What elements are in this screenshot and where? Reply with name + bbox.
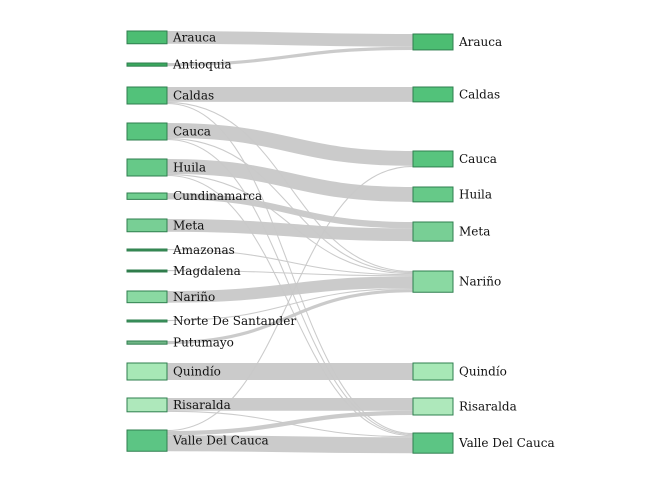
node-label-t-arauca: Arauca — [458, 35, 502, 49]
node-s-quindio[interactable] — [126, 362, 168, 381]
node-label-s-quindio: Quindío — [173, 365, 221, 379]
node-label-t-risaralda: Risaralda — [459, 400, 517, 414]
node-t-cauca[interactable] — [412, 150, 454, 168]
node-label-s-narino: Nariño — [173, 290, 215, 304]
node-s-cundinamarca[interactable] — [126, 192, 168, 200]
node-t-narino[interactable] — [412, 270, 454, 293]
node-s-meta[interactable] — [126, 218, 168, 233]
node-label-t-huila: Huila — [459, 187, 492, 201]
node-label-s-arauca: Arauca — [172, 30, 216, 44]
links-layer — [166, 31, 414, 454]
link-huila-to-huila[interactable] — [166, 159, 414, 202]
node-s-antioquia[interactable] — [126, 62, 168, 67]
link-huila-to-valle[interactable] — [166, 174, 414, 437]
node-s-amazonas[interactable] — [126, 248, 168, 252]
link-valle-to-valle[interactable] — [166, 435, 414, 454]
nodes-layer — [126, 30, 454, 454]
link-cauca-to-cauca[interactable] — [166, 123, 414, 166]
node-label-s-cundinamarca: Cundinamarca — [173, 189, 262, 203]
link-valle-to-risaralda[interactable] — [166, 410, 414, 436]
node-label-s-meta: Meta — [173, 218, 204, 232]
link-nds-to-narino[interactable] — [166, 287, 414, 322]
link-amazonas-to-narino[interactable] — [166, 248, 414, 276]
node-label-s-cauca: Cauca — [173, 125, 211, 139]
node-s-nds[interactable] — [126, 319, 168, 323]
node-label-s-nds: Norte De Santander — [173, 314, 296, 328]
node-s-narino[interactable] — [126, 290, 168, 304]
node-t-meta[interactable] — [412, 221, 454, 242]
node-label-t-quindio: Quindío — [459, 365, 507, 379]
link-valle-to-cauca[interactable] — [166, 165, 414, 432]
node-t-risaralda[interactable] — [412, 397, 454, 416]
link-narino-to-narino[interactable] — [166, 276, 414, 303]
node-t-valle[interactable] — [412, 432, 454, 454]
node-s-putumayo[interactable] — [126, 340, 168, 345]
node-s-huila[interactable] — [126, 158, 168, 177]
node-label-s-antioquia: Antioquia — [172, 58, 232, 72]
node-label-s-valle: Valle Del Cauca — [172, 434, 269, 448]
node-s-risaralda[interactable] — [126, 397, 168, 413]
link-cauca-to-narino[interactable] — [166, 137, 414, 274]
node-label-t-caldas: Caldas — [459, 87, 500, 101]
node-t-quindio[interactable] — [412, 362, 454, 381]
node-label-s-magdalena: Magdalena — [173, 264, 241, 278]
node-t-arauca[interactable] — [412, 33, 454, 51]
node-s-magdalena[interactable] — [126, 269, 168, 273]
link-cundinamarca-to-meta[interactable] — [166, 193, 414, 229]
node-s-valle[interactable] — [126, 429, 168, 452]
node-s-caldas[interactable] — [126, 86, 168, 105]
link-arauca-to-arauca[interactable] — [166, 31, 414, 47]
link-meta-to-meta[interactable] — [166, 219, 414, 242]
labels-layer: Arauca Antioquia Caldas Cauca Huila Cundinama… — [172, 30, 555, 450]
node-label-s-huila: Huila — [173, 161, 206, 175]
node-t-huila[interactable] — [412, 186, 454, 203]
node-label-t-narino: Nariño — [459, 275, 501, 289]
node-label-s-putumayo: Putumayo — [173, 336, 234, 350]
link-antioquia-to-arauca[interactable] — [166, 46, 414, 67]
node-label-s-risaralda: Risaralda — [173, 398, 231, 412]
node-label-s-amazonas: Amazonas — [172, 243, 235, 257]
node-s-cauca[interactable] — [126, 122, 168, 141]
link-putumayo-to-narino[interactable] — [166, 289, 414, 345]
node-t-caldas[interactable] — [412, 86, 454, 103]
node-label-t-meta: Meta — [459, 225, 490, 239]
node-label-t-valle: Valle Del Cauca — [458, 436, 555, 450]
link-magdalena-to-narino[interactable] — [166, 269, 414, 277]
node-label-t-cauca: Cauca — [459, 152, 497, 166]
node-s-arauca[interactable] — [126, 30, 168, 45]
node-label-s-caldas: Caldas — [173, 89, 214, 103]
